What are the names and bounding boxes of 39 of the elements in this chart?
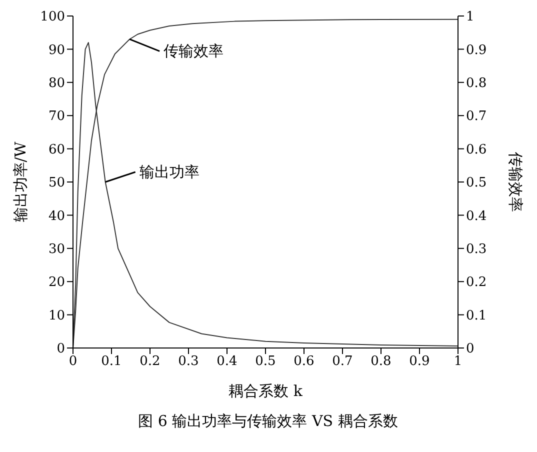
y2-tick-label: 0.8 xyxy=(466,76,487,92)
y-tick-label: 0 xyxy=(56,342,65,357)
y2-tick-label: 0.2 xyxy=(466,275,487,290)
y-axis-title: 输出功率/W xyxy=(11,141,30,222)
y-tick-label: 60 xyxy=(48,142,65,158)
y-tick-label: 90 xyxy=(48,42,65,58)
x-tick-label: 1 xyxy=(454,354,462,370)
y2-tick-label: 0 xyxy=(466,342,474,357)
caption: 图 6 输出功率与传输效率 VS 耦合系数 xyxy=(137,412,399,431)
x-tick-label: 0.4 xyxy=(216,354,238,370)
y2-tick-label: 0.3 xyxy=(466,242,487,258)
x-tick-label: 0.5 xyxy=(255,354,276,370)
y-tick-label: 100 xyxy=(40,10,65,25)
y2-tick-label: 0.1 xyxy=(466,308,487,324)
x-tick-label: 0.6 xyxy=(294,354,314,370)
x-tick-label: 0.8 xyxy=(370,354,392,370)
x-tick-label: 0 xyxy=(68,354,78,370)
y-tick-label: 50 xyxy=(48,176,65,191)
y2-tick-label: 0.5 xyxy=(466,176,487,191)
y-tick-label: 30 xyxy=(48,242,65,258)
x-tick-label: 0.9 xyxy=(409,354,430,370)
y2-tick-label: 0.7 xyxy=(466,109,487,124)
x-tick-label: 0.7 xyxy=(332,354,353,370)
y-tick-label: 80 xyxy=(48,76,65,92)
y2-axis-title: 传输效率 xyxy=(506,152,525,212)
y2-tick-label: 0.4 xyxy=(466,208,487,224)
y2-tick-label: 1 xyxy=(466,10,474,25)
x-axis-title: 耦合系数 k xyxy=(228,382,304,400)
text: 输出功率 xyxy=(139,163,200,181)
y2-tick-label: 0.9 xyxy=(466,42,487,58)
series-label: 传输效率 xyxy=(164,42,224,60)
y-tick-label: 10 xyxy=(48,308,65,324)
y-tick-label: 40 xyxy=(48,208,65,224)
x-tick-label: 0.3 xyxy=(178,354,199,370)
x-tick-label: 0.2 xyxy=(140,354,160,370)
y2-tick-label: 0.6 xyxy=(466,142,487,158)
y-tick-label: 70 xyxy=(48,109,65,124)
x-tick-label: 0.1 xyxy=(101,354,122,370)
y-tick-label: 20 xyxy=(48,275,65,290)
